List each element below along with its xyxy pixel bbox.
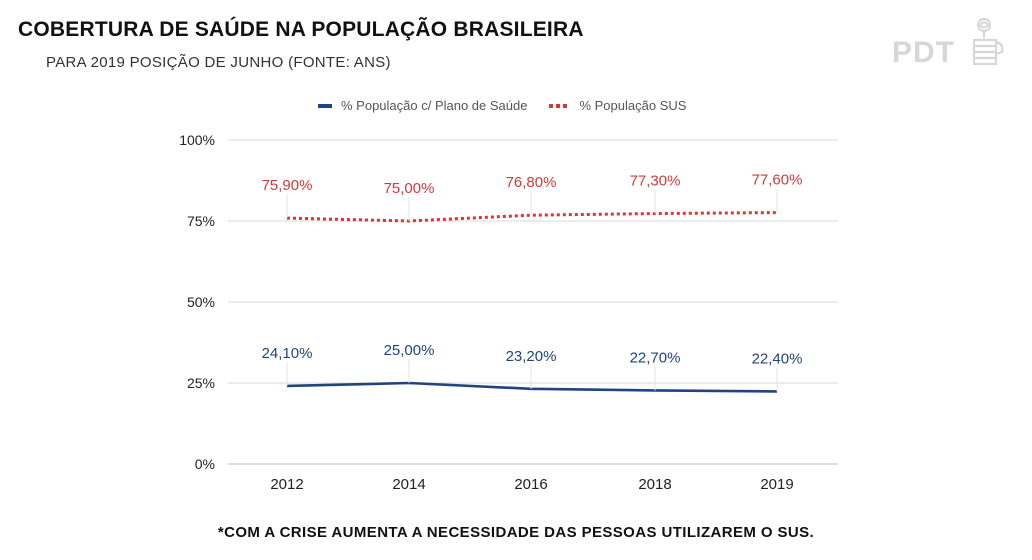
legend-swatch-plano [318,103,332,108]
series-line-0 [286,381,778,393]
fist-rose-icon [972,17,1004,66]
y-tick-label: 75% [187,213,215,229]
data-label: 25,00% [384,342,435,359]
logo-text: PDT [892,36,955,69]
data-label: 22,40% [752,350,803,367]
x-tick-label: 2012 [270,476,303,493]
legend-swatch-sus [549,103,570,108]
y-tick-label: 25% [187,375,215,391]
footnote: *COM A CRISE AUMENTA A NECESSIDADE DAS P… [217,524,815,541]
legend-item-plano: % População c/ Plano de Saúde [318,98,527,113]
chart-legend: % População c/ Plano de Saúde % Populaçã… [318,98,708,113]
pdt-logo: PDT [890,16,1010,72]
page-title: COBERTURA DE SAÚDE NA POPULAÇÃO BRASILEI… [18,18,584,41]
line-chart: 0% 25% 50% 75% 100% 2012 2014 2016 2018 2019 24,10… [179,132,838,493]
data-label: 77,30% [630,173,681,190]
data-label: 77,60% [752,172,803,189]
series-line-1 [286,211,778,223]
x-tick-label: 2016 [514,476,547,493]
y-tick-label: 0% [195,456,215,472]
data-label: 23,20% [506,348,557,365]
data-label: 24,10% [262,345,313,362]
data-label: 75,00% [384,180,435,197]
data-label: 76,80% [506,174,557,191]
x-tick-label: 2018 [638,476,671,493]
x-tick-label: 2014 [392,476,425,493]
page-subtitle: PARA 2019 POSIÇÃO DE JUNHO (FONTE: ANS) [46,54,391,71]
x-tick-label: 2019 [760,476,793,493]
y-tick-label: 100% [179,132,215,148]
legend-label-plano: % População c/ Plano de Saúde [341,98,528,113]
legend-label-sus: % População SUS [579,98,687,113]
legend-item-sus: % População SUS [549,98,686,113]
y-tick-label: 50% [187,294,215,310]
data-label: 22,70% [630,349,681,366]
data-label: 75,90% [262,177,313,194]
